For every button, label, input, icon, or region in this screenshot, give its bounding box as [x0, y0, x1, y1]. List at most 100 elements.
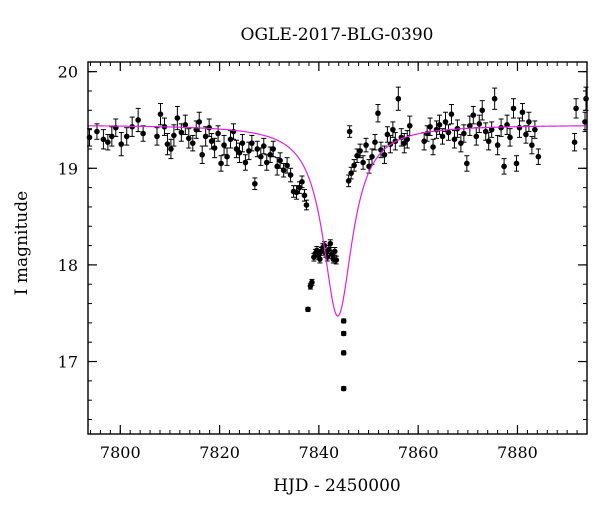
data-point	[395, 95, 402, 102]
data-point	[246, 148, 252, 154]
data-point	[363, 142, 369, 148]
data-point	[305, 306, 311, 313]
data-point	[573, 105, 579, 112]
data-point	[451, 136, 458, 143]
data-point	[185, 135, 192, 142]
data-point	[439, 133, 446, 140]
data-point	[401, 140, 408, 146]
data-point	[510, 105, 517, 112]
data-point	[436, 122, 443, 128]
data-point	[354, 152, 360, 159]
data-point	[202, 133, 209, 140]
data-point	[488, 126, 495, 133]
data-point	[284, 162, 290, 169]
data-point	[384, 131, 391, 138]
data-point	[208, 138, 215, 145]
data-point	[507, 134, 513, 141]
data-point	[467, 122, 473, 129]
data-point	[390, 126, 396, 133]
data-point	[280, 167, 287, 174]
data-point	[303, 202, 310, 208]
data-point	[583, 95, 589, 102]
data-point	[333, 257, 340, 263]
data-point	[501, 163, 507, 170]
data-point	[263, 159, 270, 166]
data-point	[135, 117, 141, 123]
data-point	[206, 124, 212, 131]
data-point	[242, 159, 249, 166]
data-point	[221, 142, 227, 148]
data-point	[445, 129, 452, 136]
data-point	[178, 129, 185, 136]
data-point	[299, 179, 305, 185]
data-point	[270, 146, 277, 152]
data-point	[174, 115, 181, 121]
data-point	[260, 143, 267, 149]
data-point	[494, 142, 501, 148]
x-tick-label: 7800	[100, 443, 141, 462]
data-point	[485, 138, 492, 145]
data-point	[351, 162, 357, 169]
data-point	[404, 136, 411, 143]
data-point	[430, 144, 436, 150]
data-point	[224, 153, 230, 160]
data-point	[314, 247, 320, 254]
data-point	[94, 128, 100, 135]
data-point	[529, 142, 535, 148]
data-point	[458, 140, 464, 146]
data-point	[442, 119, 449, 125]
y-axis-label: I magnitude	[12, 191, 32, 295]
data-point	[345, 178, 352, 184]
data-point	[340, 350, 347, 356]
data-point	[448, 111, 455, 117]
data-point	[277, 157, 283, 164]
data-point	[218, 160, 224, 167]
data-point	[118, 141, 125, 147]
y-tick-label: 17	[58, 353, 78, 372]
data-point	[513, 160, 520, 167]
y-tick-label: 18	[58, 256, 78, 275]
data-point	[199, 151, 205, 158]
data-point	[267, 151, 274, 158]
data-point	[340, 318, 347, 324]
data-point	[109, 133, 115, 140]
data-point	[464, 160, 470, 167]
data-point	[504, 122, 510, 128]
data-point	[461, 130, 467, 137]
data-point	[482, 128, 489, 135]
data-points	[86, 95, 589, 392]
data-point	[239, 140, 246, 146]
x-tick-label: 7820	[199, 443, 240, 462]
data-point	[309, 279, 315, 286]
data-point	[519, 109, 526, 116]
data-point	[571, 139, 578, 145]
y-tick-label: 19	[58, 159, 78, 178]
data-point	[516, 124, 523, 131]
x-tick-label: 7840	[299, 443, 340, 462]
data-point	[233, 146, 240, 152]
data-point	[257, 153, 264, 160]
data-point	[532, 126, 538, 133]
chart-title: OGLE-2017-BLG-0390	[241, 25, 434, 45]
data-point	[327, 240, 334, 247]
data-point	[526, 119, 532, 125]
data-point	[346, 128, 353, 135]
data-point	[105, 139, 111, 145]
data-point	[196, 119, 203, 125]
data-point	[287, 172, 294, 178]
data-point	[326, 246, 332, 253]
data-point	[523, 131, 529, 138]
data-point	[254, 146, 261, 152]
y-tick-label: 20	[58, 63, 78, 82]
x-axis-label: HJD - 2450000	[273, 476, 401, 496]
data-point	[140, 130, 146, 137]
data-point	[168, 146, 174, 152]
data-point	[189, 140, 196, 146]
data-point	[340, 385, 347, 392]
data-point	[296, 184, 303, 191]
data-point	[293, 189, 300, 196]
data-point	[375, 110, 381, 117]
error-bars	[86, 86, 589, 392]
data-point	[427, 123, 433, 130]
